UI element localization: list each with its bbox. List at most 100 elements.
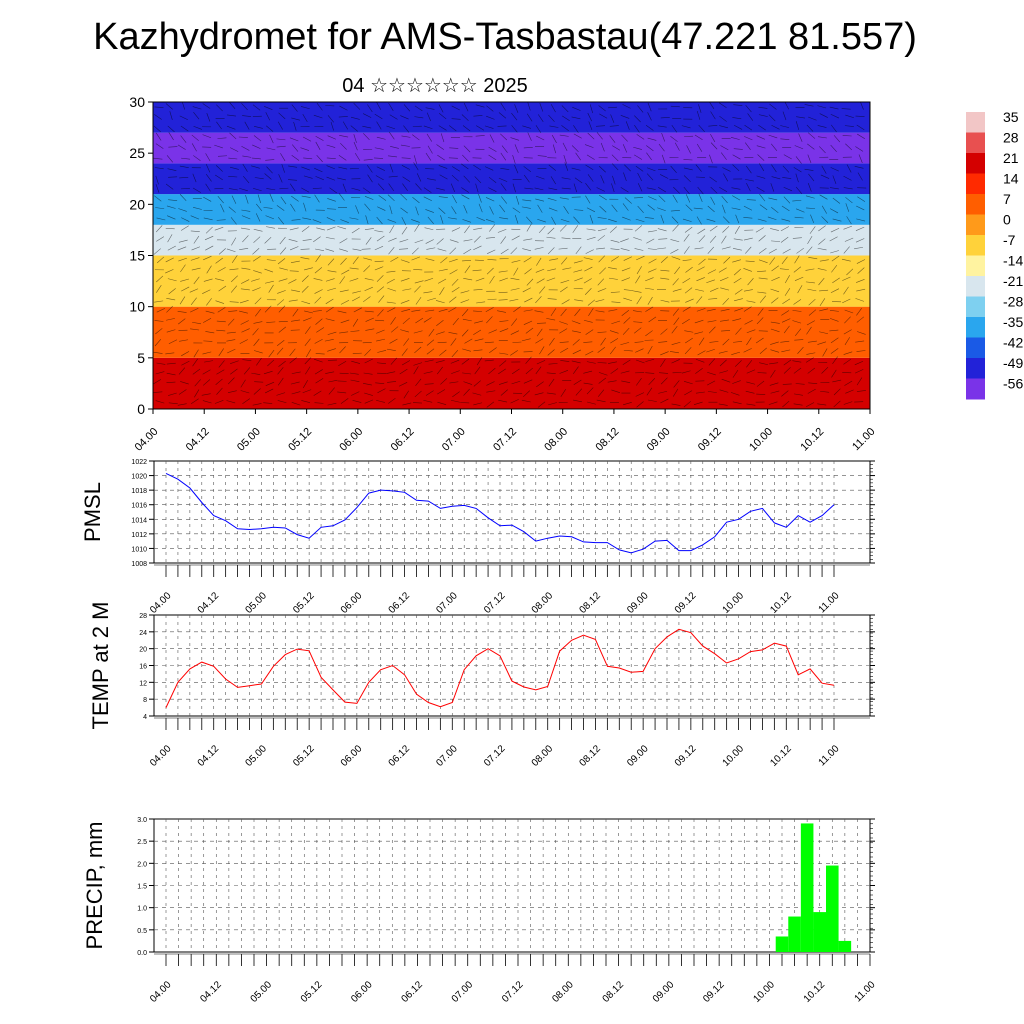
wind-barb xyxy=(527,132,532,141)
wind-barb xyxy=(229,268,239,271)
wind-barb xyxy=(304,267,313,271)
precip-bar xyxy=(813,912,826,952)
wind-barb xyxy=(239,248,249,250)
wind-barb xyxy=(167,278,177,282)
wind-barb xyxy=(193,276,200,285)
wind-barb xyxy=(547,268,557,272)
wind-barb xyxy=(485,219,495,223)
wind-barb xyxy=(411,219,420,223)
wind-barb xyxy=(289,183,296,192)
wind-barb xyxy=(266,226,275,229)
wind-barb xyxy=(624,164,631,172)
wind-barb xyxy=(265,112,271,121)
wind-barb xyxy=(672,224,679,232)
wind-barb xyxy=(401,157,411,159)
wind-barb xyxy=(698,104,702,113)
wind-barb xyxy=(242,115,252,117)
wind-barb xyxy=(437,154,446,161)
wind-barb xyxy=(843,187,853,190)
wind-barb xyxy=(620,370,630,374)
wind-barb xyxy=(240,279,250,284)
wind-barb xyxy=(574,177,583,184)
wind-barb xyxy=(831,265,838,273)
wind-barb xyxy=(758,163,765,172)
wind-barb xyxy=(855,238,865,243)
wind-barb xyxy=(386,278,395,284)
precip-bar xyxy=(775,936,789,952)
wind-barb xyxy=(610,338,619,344)
wind-barb xyxy=(400,329,409,333)
wind-barb xyxy=(180,278,189,282)
wind-barb xyxy=(744,179,754,182)
wind-barb xyxy=(500,389,508,396)
wind-barb xyxy=(280,196,287,205)
wind-barb xyxy=(411,256,421,261)
wind-barb xyxy=(423,399,433,403)
pmsl-ytick-label: 1010 xyxy=(131,546,147,553)
wind-barb xyxy=(522,125,532,129)
wind-barb xyxy=(277,400,287,404)
wind-barb xyxy=(534,187,544,191)
wind-barb xyxy=(388,131,395,140)
wind-barb xyxy=(648,196,657,201)
wind-barb xyxy=(498,399,508,403)
wind-barb xyxy=(710,142,718,150)
wind-barb xyxy=(548,164,556,171)
wind-barb xyxy=(743,205,753,211)
chart-title: Kazhydromet for AMS-Tasbastau(47.221 81.… xyxy=(93,16,917,58)
wind-barb xyxy=(473,349,483,352)
wind-barb xyxy=(684,287,693,294)
wind-barb xyxy=(636,255,645,261)
wind-barb xyxy=(694,247,704,250)
wind-barb xyxy=(352,400,362,403)
wind-barb xyxy=(574,277,583,282)
precip-ylabel: PRECIP, mm xyxy=(82,822,107,950)
wind-barb xyxy=(167,245,176,251)
wind-barb xyxy=(622,104,631,109)
wind-barb xyxy=(414,390,422,398)
wind-barb xyxy=(546,372,556,375)
wind-barb xyxy=(252,328,259,336)
colorbar-swatch xyxy=(966,337,985,359)
wind-barb xyxy=(448,258,458,263)
wind-barb xyxy=(855,298,865,302)
wind-barb xyxy=(596,132,603,140)
wind-barb xyxy=(698,337,705,346)
wind-barb xyxy=(276,299,285,306)
wind-barb xyxy=(289,270,299,272)
wind-barb xyxy=(707,391,717,393)
wind-barb xyxy=(560,360,570,362)
wind-barb xyxy=(597,288,607,292)
wind-barb xyxy=(314,369,323,375)
wind-barb xyxy=(154,106,164,108)
wind-barb xyxy=(695,358,705,363)
wind-barb xyxy=(425,152,432,161)
wind-barb xyxy=(362,113,372,118)
wind-barb xyxy=(276,339,285,346)
wind-barb xyxy=(401,309,411,312)
wind-barb xyxy=(291,371,301,374)
wind-barb xyxy=(475,183,479,193)
wind-barb xyxy=(548,402,557,406)
wind-barb xyxy=(722,338,730,346)
wind-barb xyxy=(289,357,297,364)
wind-barb xyxy=(179,296,186,305)
wind-barb xyxy=(708,298,718,300)
wind-barb xyxy=(435,300,445,304)
wind-barb xyxy=(806,352,816,355)
wind-barb xyxy=(252,287,261,292)
wind-barb xyxy=(194,379,201,387)
wind-barb xyxy=(719,389,729,393)
wind-barb xyxy=(264,236,272,244)
wind-barb xyxy=(574,209,584,211)
wind-barb xyxy=(426,339,435,346)
wind-barb xyxy=(547,349,555,356)
wind-barb xyxy=(400,193,408,201)
wind-barb xyxy=(771,240,781,242)
pmsl-line xyxy=(165,472,835,554)
wind-barb xyxy=(514,104,519,113)
wind-barb xyxy=(177,310,187,313)
wind-barb xyxy=(449,381,459,384)
wind-barb xyxy=(339,276,346,284)
wind-barb xyxy=(610,291,620,293)
